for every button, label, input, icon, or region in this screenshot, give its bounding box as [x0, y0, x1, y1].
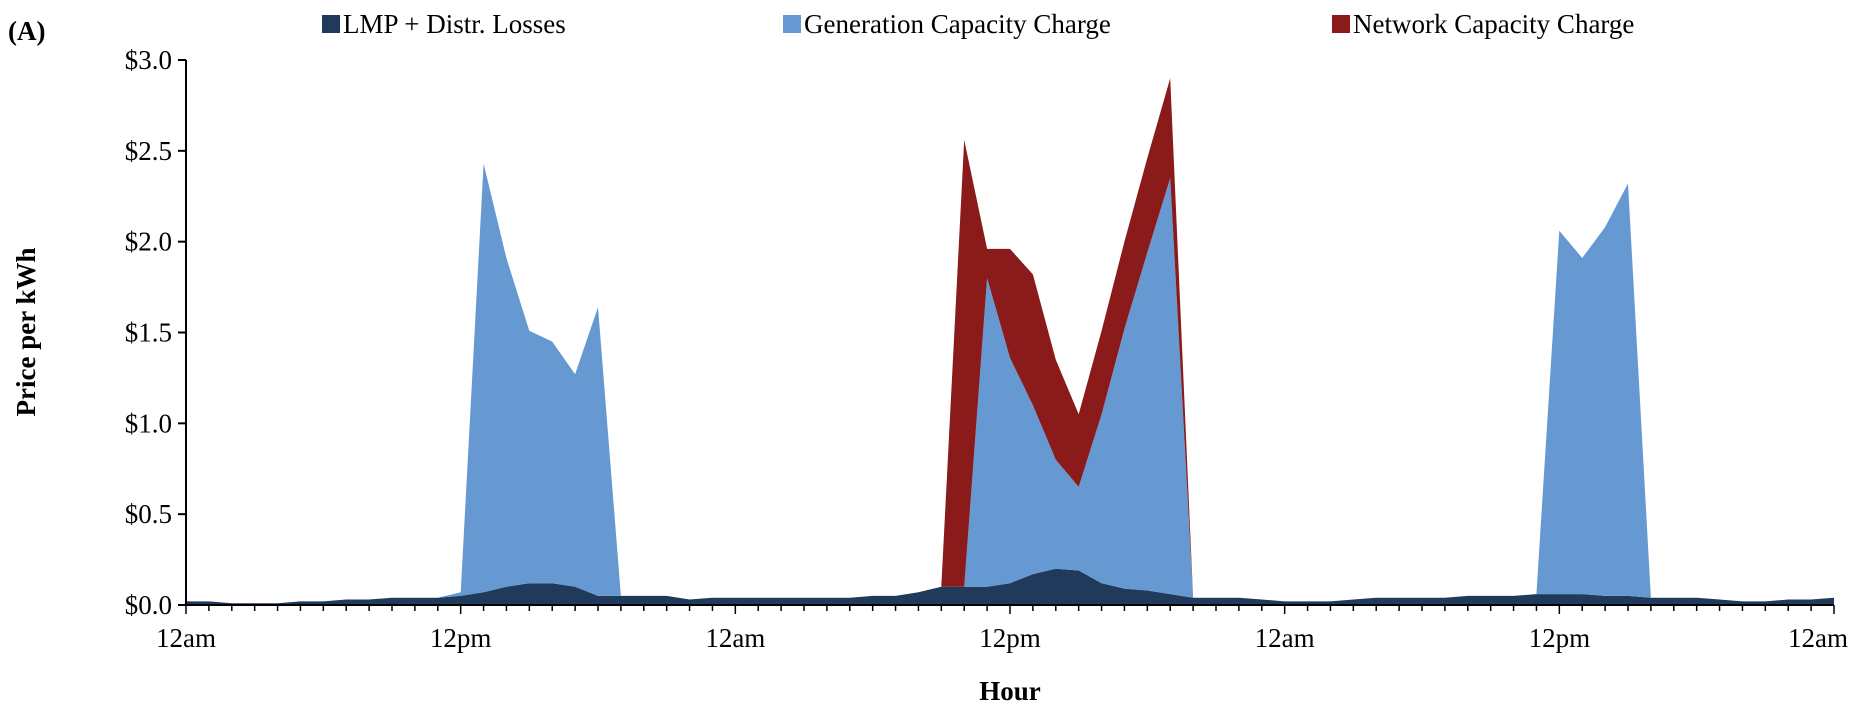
- x-tick-label: 12am: [1255, 623, 1315, 653]
- area-series-2: [186, 78, 1834, 604]
- y-tick-label: $2.0: [125, 227, 172, 257]
- x-tick-label: 12am: [156, 623, 216, 653]
- y-tick-label: $0.5: [125, 499, 172, 529]
- legend-label-network: Network Capacity Charge: [1353, 9, 1634, 39]
- series-areas: [186, 78, 1834, 605]
- legend-label-lmp: LMP + Distr. Losses: [343, 9, 566, 39]
- x-tick-label: 12am: [1788, 623, 1848, 653]
- y-tick-label: $1.0: [125, 408, 172, 438]
- y-tick-label: $3.0: [125, 45, 172, 75]
- legend: LMP + Distr. Losses Generation Capacity …: [322, 9, 1634, 39]
- y-axis-title: Price per kWh: [11, 248, 41, 417]
- x-tick-label: 12pm: [1529, 623, 1591, 653]
- area-series-0: [186, 568, 1834, 605]
- y-tick-label: $0.0: [125, 590, 172, 620]
- x-axis-title: Hour: [979, 676, 1041, 706]
- y-axis-ticks: $0.0 $0.5 $1.0 $1.5 $2.0 $2.5 $3.0: [125, 45, 186, 620]
- y-tick-label: $1.5: [125, 318, 172, 348]
- legend-swatch-network: [1332, 15, 1350, 33]
- x-tick-label: 12am: [705, 623, 765, 653]
- y-tick-label: $2.5: [125, 136, 172, 166]
- panel-label: (A): [8, 16, 45, 46]
- legend-label-generation: Generation Capacity Charge: [804, 9, 1111, 39]
- x-axis-ticks: 12am 12pm 12am 12pm 12am 12pm 12am: [156, 605, 1848, 653]
- x-tick-label: 12pm: [430, 623, 492, 653]
- area-series-1: [186, 163, 1834, 604]
- x-tick-label: 12pm: [979, 623, 1041, 653]
- legend-swatch-generation: [783, 15, 801, 33]
- legend-swatch-lmp: [322, 15, 340, 33]
